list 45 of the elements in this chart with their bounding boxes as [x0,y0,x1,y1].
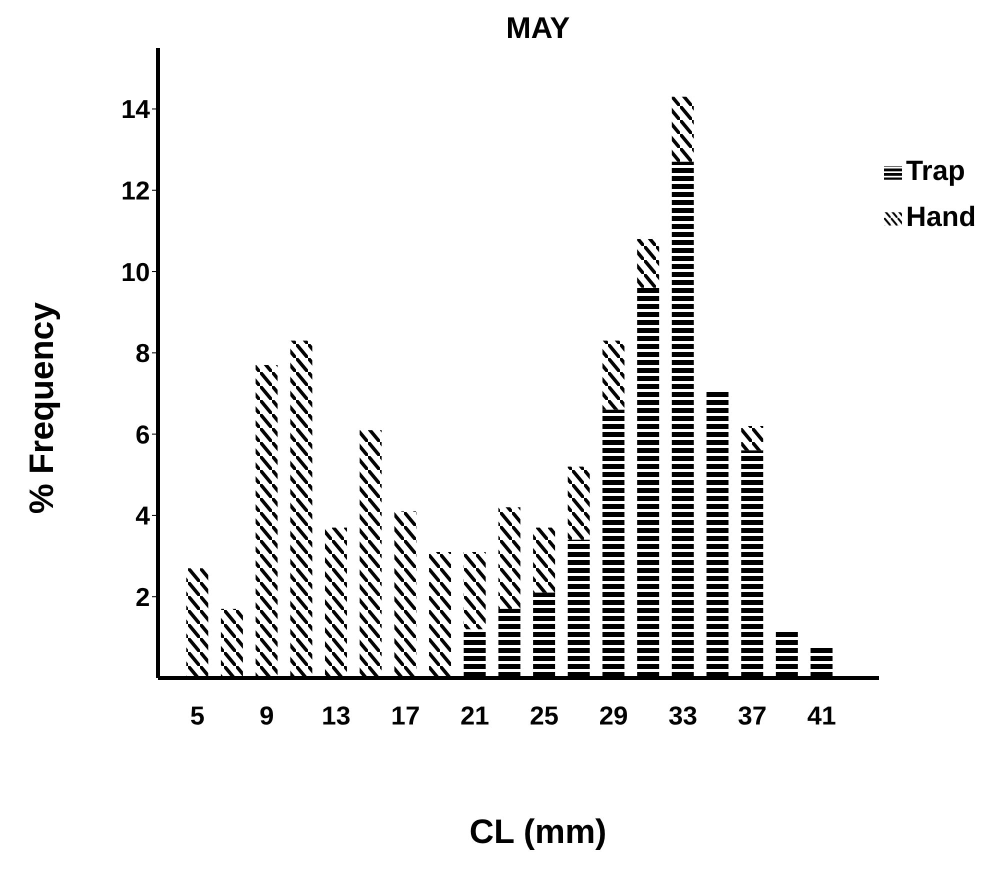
x-tick-label: 9 [259,700,274,730]
bar [602,410,624,678]
bar [324,528,347,678]
y-tick-label: 6 [136,419,150,450]
bar [602,340,624,410]
bar [741,426,764,450]
bar [568,540,590,678]
y-tick-label: 4 [136,500,151,531]
bar [672,96,694,162]
y-tick-label: 2 [136,582,150,612]
bar [394,511,416,678]
y-tick-label: 8 [136,338,150,368]
bar [672,162,694,678]
bar [186,568,208,678]
y-axis-title: % Frequency [23,302,61,514]
x-tick-label: 41 [807,700,836,730]
bar [498,608,520,678]
legend-label: Hand [906,201,976,232]
x-tick-label: 5 [190,700,205,730]
bar [498,507,520,609]
bar [360,430,382,678]
bar [637,288,660,678]
bar [256,365,278,678]
x-tick-label: 37 [738,700,767,730]
bar [290,340,312,678]
y-tick-label: 14 [121,94,151,124]
bar [741,450,764,678]
y-tick-label: 12 [121,175,150,206]
bar [637,239,660,288]
x-tick-label: 33 [668,700,698,730]
bar [533,528,556,593]
y-tick-label: 10 [121,256,150,287]
legend-label: Trap [906,155,966,186]
chart-title: MAY [506,12,570,45]
x-axis-title: CL (mm) [469,813,607,851]
x-tick-label: 21 [460,700,490,730]
x-tick-label: 17 [390,700,420,730]
x-tick-label: 25 [530,700,559,730]
x-tick-label: 13 [322,700,351,730]
x-tick-label: 29 [599,700,628,730]
bar [568,466,590,540]
bar [429,552,452,678]
bar [533,592,556,678]
bar [220,608,243,678]
bar [464,552,486,630]
